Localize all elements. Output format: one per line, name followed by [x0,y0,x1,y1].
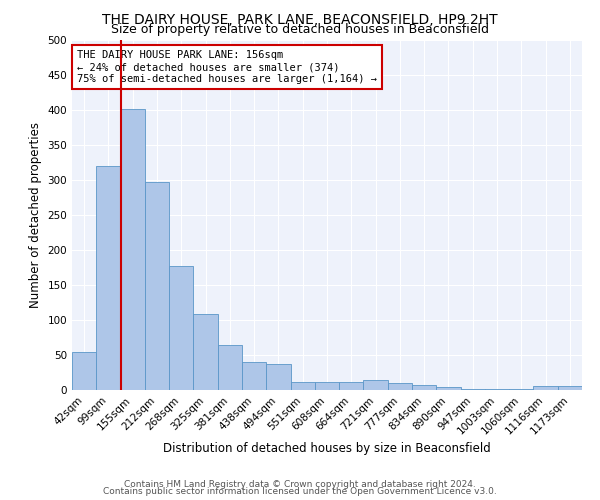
Text: Contains HM Land Registry data © Crown copyright and database right 2024.: Contains HM Land Registry data © Crown c… [124,480,476,489]
Bar [315,382,339,390]
Text: THE DAIRY HOUSE PARK LANE: 156sqm
← 24% of detached houses are smaller (374)
75%: THE DAIRY HOUSE PARK LANE: 156sqm ← 24% … [77,50,377,84]
Bar [558,386,582,390]
X-axis label: Distribution of detached houses by size in Beaconsfield: Distribution of detached houses by size … [163,442,491,455]
Bar [218,344,242,390]
Bar [72,352,96,390]
Bar [96,166,121,390]
Bar [290,382,315,390]
Bar [364,380,388,390]
Bar [266,364,290,390]
Bar [412,385,436,390]
Bar [436,387,461,390]
Bar [242,362,266,390]
Bar [169,266,193,390]
Bar [145,182,169,390]
Text: Contains public sector information licensed under the Open Government Licence v3: Contains public sector information licen… [103,487,497,496]
Bar [533,386,558,390]
Y-axis label: Number of detached properties: Number of detached properties [29,122,42,308]
Bar [388,383,412,390]
Bar [339,382,364,390]
Text: Size of property relative to detached houses in Beaconsfield: Size of property relative to detached ho… [111,24,489,36]
Bar [485,388,509,390]
Text: THE DAIRY HOUSE, PARK LANE, BEACONSFIELD, HP9 2HT: THE DAIRY HOUSE, PARK LANE, BEACONSFIELD… [102,12,498,26]
Bar [193,314,218,390]
Bar [121,110,145,390]
Bar [461,388,485,390]
